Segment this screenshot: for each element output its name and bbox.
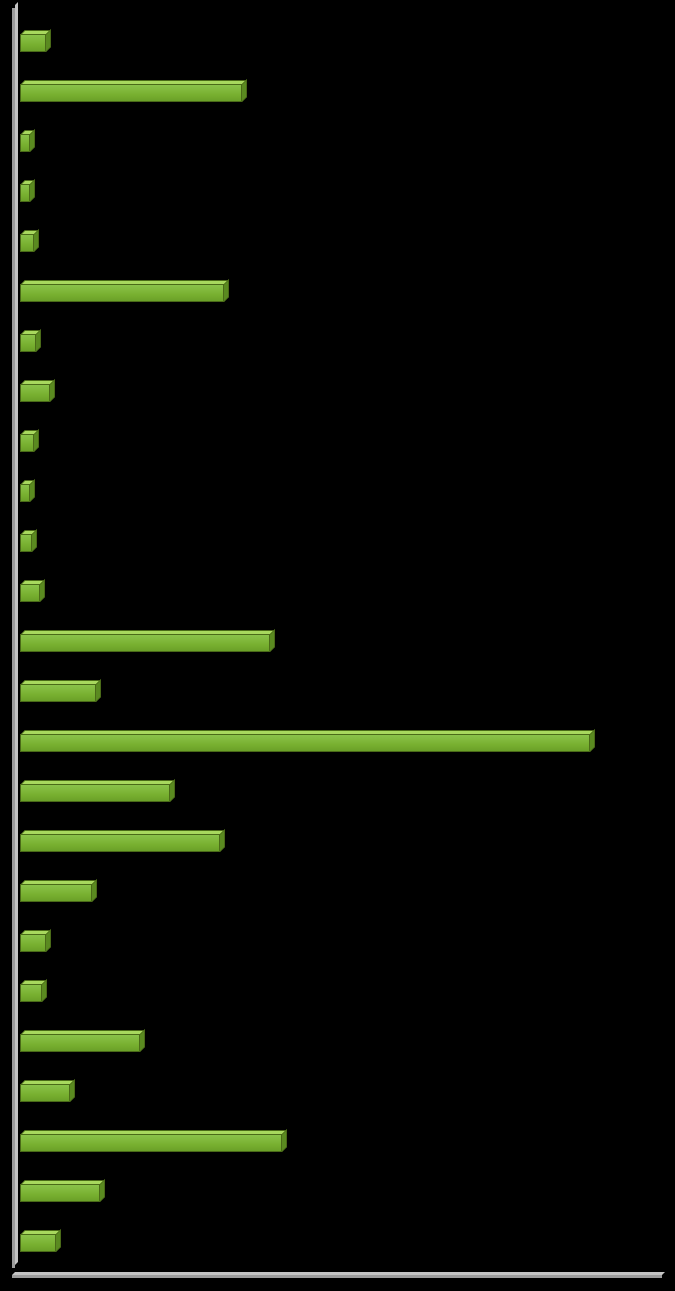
bar-row [20,430,660,456]
bar-row [20,1130,660,1156]
bar-row [20,880,660,906]
bar-row [20,30,660,56]
bar-row [20,230,660,256]
bar-row [20,730,660,756]
x-axis [12,1275,662,1278]
bar-row [20,1080,660,1106]
bar-row [20,530,660,556]
bar-row [20,780,660,806]
bar-row [20,480,660,506]
bar-row [20,1180,660,1206]
bar-row [20,930,660,956]
bar-row [20,130,660,156]
bar-row [20,580,660,606]
bar-row [20,680,660,706]
bar-row [20,330,660,356]
chart-bars-area [20,18,660,1268]
bar-row [20,980,660,1006]
bar-row [20,1030,660,1056]
bar-row [20,630,660,656]
bar-row [20,80,660,106]
bar-row [20,380,660,406]
bar-chart [12,8,662,1278]
bar-row [20,280,660,306]
bar-row [20,1230,660,1256]
y-axis [12,8,15,1268]
bar-row [20,830,660,856]
bar-row [20,180,660,206]
